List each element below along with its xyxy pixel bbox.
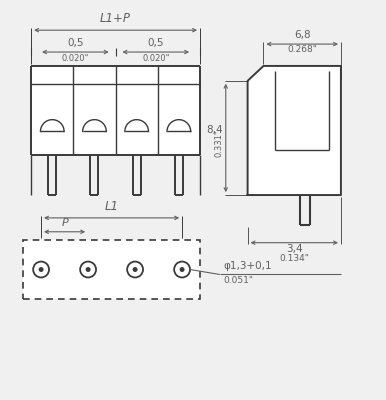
Text: L1: L1 — [105, 200, 119, 213]
Text: 0.020": 0.020" — [142, 54, 169, 63]
Bar — [31, 66, 200, 155]
Text: 0.134": 0.134" — [279, 254, 309, 263]
Circle shape — [179, 267, 185, 272]
Text: 0.020": 0.020" — [62, 54, 89, 63]
Polygon shape — [247, 66, 341, 195]
Text: 0,5: 0,5 — [147, 38, 164, 48]
Text: 3,4: 3,4 — [286, 244, 303, 254]
Text: 0.051": 0.051" — [224, 276, 254, 286]
Text: 8,4: 8,4 — [206, 125, 223, 135]
Text: φ1,3+0,1: φ1,3+0,1 — [224, 260, 273, 270]
Text: P: P — [61, 218, 68, 228]
Text: 6,8: 6,8 — [294, 30, 310, 40]
Text: 0,5: 0,5 — [67, 38, 84, 48]
Circle shape — [133, 267, 137, 272]
Text: 0.268": 0.268" — [287, 45, 317, 54]
Text: L1+P: L1+P — [100, 12, 131, 25]
Bar — [23, 240, 200, 299]
Circle shape — [39, 267, 44, 272]
Circle shape — [86, 267, 91, 272]
Text: 0.331": 0.331" — [215, 129, 224, 157]
